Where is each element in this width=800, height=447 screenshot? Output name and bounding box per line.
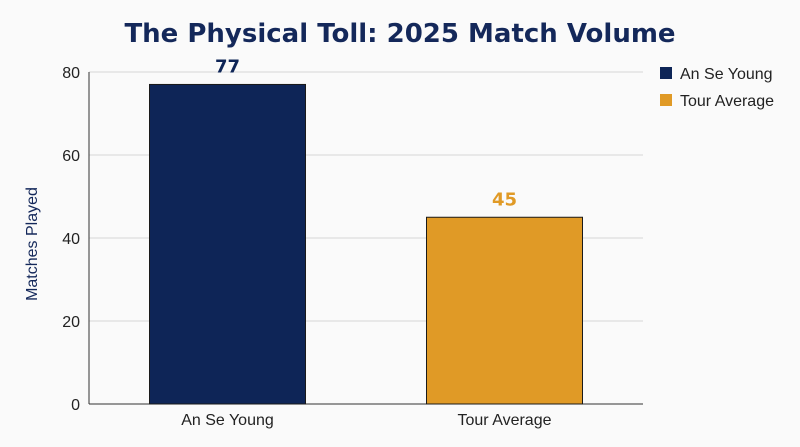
legend: An Se Young Tour Average: [660, 66, 774, 110]
y-tick-label: 40: [62, 231, 80, 248]
y-tick-label: 0: [71, 397, 80, 414]
legend-label: Tour Average: [680, 93, 774, 110]
x-tick-label: An Se Young: [181, 412, 274, 429]
bar: [149, 83, 306, 405]
y-tick-label: 20: [62, 314, 80, 331]
x-tick-label: Tour Average: [458, 412, 552, 429]
y-axis-label: Matches Played: [24, 187, 41, 301]
chart-title: The Physical Toll: 2025 Match Volume: [124, 19, 675, 49]
bar: [426, 216, 583, 405]
legend-swatch: [660, 94, 672, 106]
data-label: 77: [215, 56, 240, 77]
y-tick-labels: 0 20 40 60 80: [62, 65, 80, 414]
legend-swatch: [660, 67, 672, 79]
y-tick-label: 80: [62, 65, 80, 82]
y-tick-label: 60: [62, 148, 80, 165]
data-label: 45: [492, 189, 517, 210]
legend-label: An Se Young: [680, 66, 773, 83]
x-tick-labels: An Se Young Tour Average: [181, 412, 551, 429]
bars: 77 45: [149, 56, 583, 405]
